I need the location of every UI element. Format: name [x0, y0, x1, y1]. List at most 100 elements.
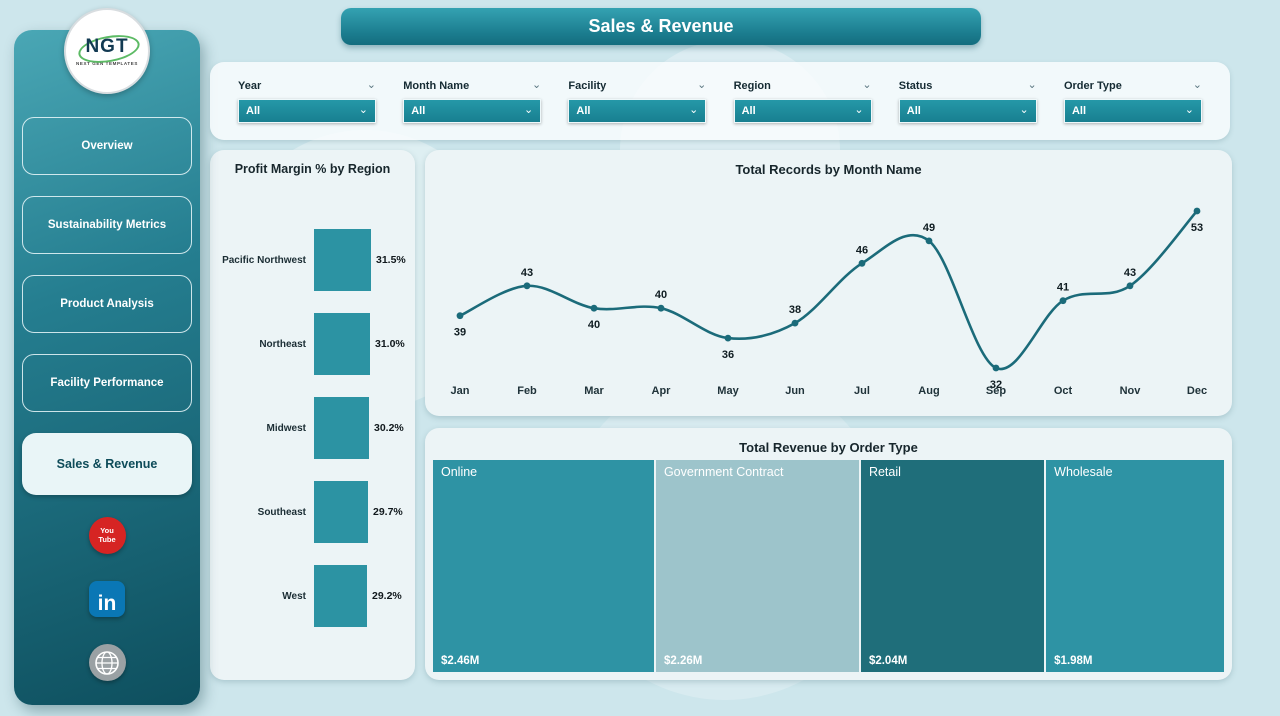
slicer-dropdown-facility[interactable]: All ⌄: [568, 98, 707, 123]
sidebar-nav: Overview Sustainability Metrics Product …: [22, 117, 192, 495]
treemap-cells: Online $2.46M Government Contract $2.26M Ret…: [433, 460, 1224, 672]
data-point[interactable]: [456, 312, 464, 320]
x-axis-label: Feb: [517, 385, 537, 397]
sidebar-item-sustainability-metrics[interactable]: Sustainability Metrics: [22, 196, 192, 254]
data-point[interactable]: [992, 364, 1000, 372]
slicer-dropdown-order-type[interactable]: All ⌄: [1063, 98, 1202, 123]
bar-rect[interactable]: [314, 313, 370, 375]
bar-rect[interactable]: [314, 397, 369, 459]
chevron-down-icon: ⌄: [1184, 104, 1194, 117]
data-point[interactable]: [1059, 297, 1067, 305]
sidebar-item-sales-revenue[interactable]: Sales & Revenue: [22, 433, 192, 495]
data-point[interactable]: [925, 237, 933, 245]
records-by-month-chart-panel: Total Records by Month Name 39 Jan 43 Feb 40…: [425, 150, 1232, 416]
bar-category-label: Northeast: [259, 338, 306, 350]
slicer-dropdown-region[interactable]: All ⌄: [733, 98, 872, 123]
globe-graphic: [95, 650, 119, 675]
data-point[interactable]: [724, 334, 732, 342]
bar-row: Northeast 31.0%: [210, 302, 415, 386]
youtube-icon[interactable]: You Tube: [88, 517, 126, 554]
x-axis-label: Apr: [652, 385, 672, 397]
chevron-down-icon[interactable]: ⌄: [862, 79, 872, 92]
chevron-down-icon[interactable]: ⌄: [1027, 79, 1037, 92]
slicer-dropdown-status[interactable]: All ⌄: [898, 98, 1037, 123]
linkedin-icon[interactable]: in: [89, 581, 125, 617]
treemap-cell-label: Retail: [868, 465, 901, 479]
slicer-label: Order Type: [1063, 79, 1122, 92]
website-globe-icon[interactable]: [88, 644, 126, 681]
bar-category-label: Southeast: [257, 506, 306, 518]
line-series-path: [458, 209, 1199, 371]
chevron-down-icon[interactable]: ⌄: [531, 79, 542, 92]
x-axis-label: Dec: [1187, 385, 1207, 397]
slicer-value: All: [906, 104, 921, 117]
slicer-header: Order Type ⌄: [1064, 80, 1202, 92]
sidebar-item-overview[interactable]: Overview: [22, 117, 192, 175]
slicer-year: Year ⌄ All ⌄: [238, 80, 376, 123]
chevron-down-icon[interactable]: ⌄: [697, 79, 707, 92]
bar-value-label: 30.2%: [374, 422, 404, 434]
treemap-cell-label: Online: [441, 465, 478, 479]
data-point-label: 46: [856, 244, 868, 256]
chevron-down-icon[interactable]: ⌄: [1192, 79, 1202, 92]
social-links: You Tube in: [14, 517, 200, 681]
data-point-label: 38: [789, 304, 801, 316]
chart-title: Total Revenue by Order Type: [739, 440, 918, 455]
slicer-label: Status: [898, 79, 933, 92]
x-axis-label: Nov: [1120, 385, 1142, 397]
slicer-dropdown-month-name[interactable]: All ⌄: [403, 98, 542, 123]
bar-row: Pacific Northwest 31.5%: [210, 218, 415, 302]
profit-margin-chart-panel: Profit Margin % by Region Pacific Northw…: [210, 150, 415, 680]
treemap-cell-value: $2.46M: [441, 655, 480, 667]
bar-rect[interactable]: [314, 565, 367, 627]
treemap-cell[interactable]: Retail $2.04M: [860, 460, 1045, 672]
slicer-header: Month Name ⌄: [403, 80, 541, 92]
filter-panel: Year ⌄ All ⌄ Month Name ⌄ All ⌄ Facility…: [210, 62, 1230, 140]
bar-category-label: Pacific Northwest: [222, 254, 306, 266]
data-point[interactable]: [1193, 207, 1201, 215]
x-axis-label: Aug: [918, 385, 939, 397]
slicer-facility: Facility ⌄ All ⌄: [568, 79, 707, 123]
sidebar: NGT NEXT GEN TEMPLATES Overview Sustaina…: [14, 8, 200, 705]
data-point-label: 43: [521, 267, 533, 279]
slicer-order-type: Order Type ⌄ All ⌄: [1063, 80, 1202, 123]
data-point[interactable]: [590, 304, 598, 312]
slicer-value: All: [1071, 104, 1086, 117]
youtube-text-line1: You: [100, 525, 114, 535]
slicer-value: All: [246, 104, 261, 117]
data-point-label: 32: [990, 379, 1002, 391]
bar-category-label: West: [282, 590, 306, 602]
youtube-text-line2: Tube: [98, 534, 116, 544]
chevron-down-icon[interactable]: ⌄: [366, 79, 376, 92]
slicer-header: Region ⌄: [734, 80, 872, 92]
slicer-label: Month Name: [403, 79, 470, 92]
bar-rect[interactable]: [314, 229, 371, 291]
treemap-cell-value: $1.98M: [1054, 655, 1093, 667]
data-point[interactable]: [791, 319, 799, 327]
sidebar-item-product-analysis[interactable]: Product Analysis: [22, 275, 192, 333]
slicer-header: Year ⌄: [238, 80, 376, 92]
data-point-label: 53: [1191, 222, 1203, 234]
data-point-label: 49: [923, 222, 935, 234]
data-point[interactable]: [523, 282, 531, 290]
slicer-status: Status ⌄ All ⌄: [898, 79, 1037, 123]
treemap-cell[interactable]: Online $2.46M: [433, 460, 654, 672]
treemap-cell[interactable]: Government Contract $2.26M: [655, 460, 859, 672]
data-point[interactable]: [1126, 282, 1134, 290]
slicer-value: All: [576, 104, 591, 117]
bar-rect[interactable]: [314, 481, 368, 543]
slicer-value: All: [741, 104, 756, 117]
bar-row: West 29.2%: [210, 554, 415, 638]
data-point[interactable]: [858, 259, 866, 267]
sidebar-item-facility-performance[interactable]: Facility Performance: [22, 354, 192, 412]
slicer-dropdown-year[interactable]: All ⌄: [238, 98, 376, 123]
x-axis-label: Oct: [1054, 385, 1073, 397]
treemap-cell[interactable]: Wholesale $1.98M: [1046, 460, 1224, 672]
chevron-down-icon: ⌄: [1019, 104, 1029, 117]
x-axis-label: Jun: [785, 385, 805, 397]
treemap-cell-label: Government Contract: [663, 465, 784, 479]
logo-subtext: NEXT GEN TEMPLATES: [76, 61, 138, 66]
bar-category-label: Midwest: [266, 422, 306, 434]
slicer-month-name: Month Name ⌄ All ⌄: [403, 80, 542, 123]
data-point[interactable]: [657, 304, 665, 312]
